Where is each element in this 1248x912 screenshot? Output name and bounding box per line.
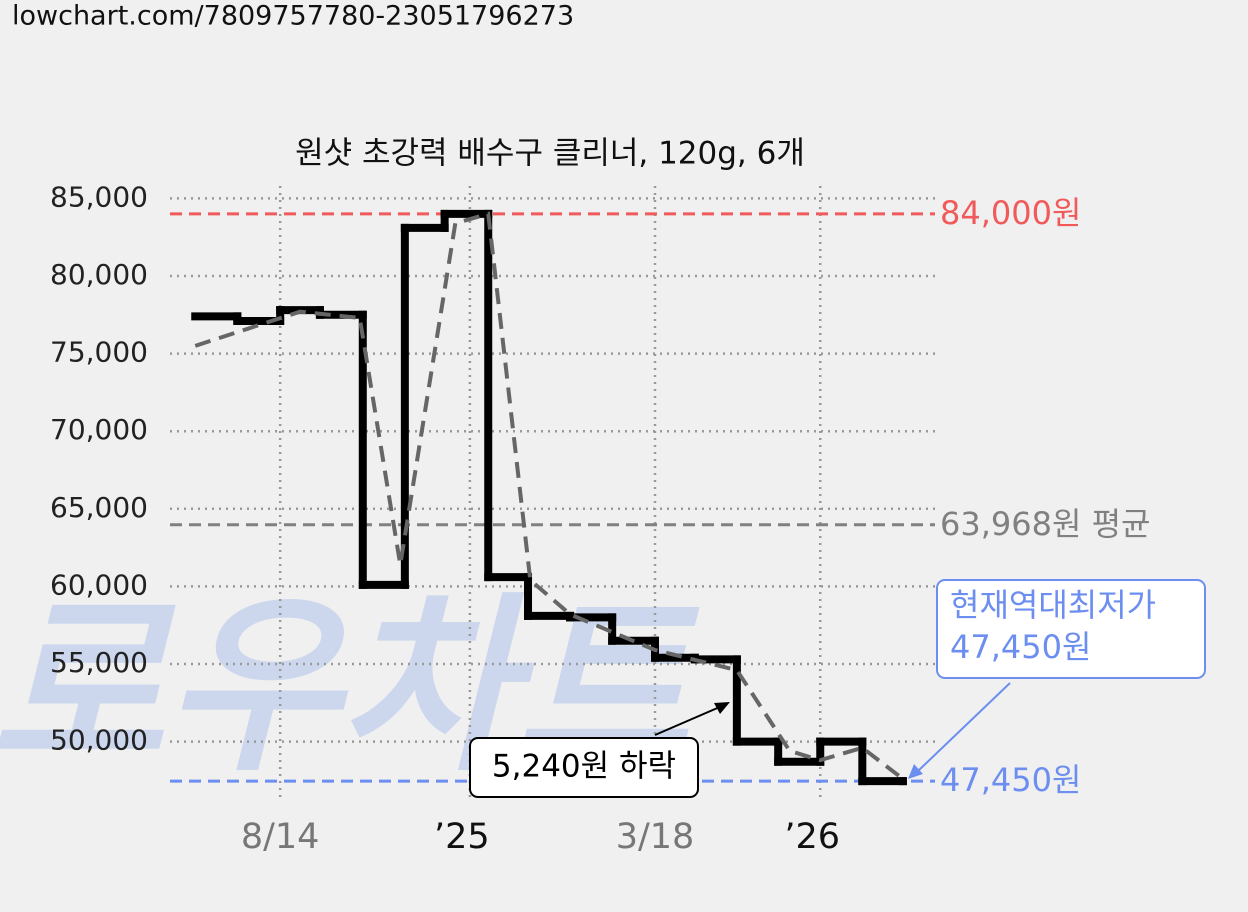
trend-line [194,211,905,781]
reference-label: 84,000원 [940,194,1081,232]
y-tick-label: 75,000 [50,336,148,369]
arrow-head [908,764,923,779]
grid: 50,000 55,000 60,000 65,000 70,000 75,000 80,0… [50,180,935,857]
x-tick-label: 8/14 [241,817,320,857]
annotation-arrow [654,705,723,736]
annotation-box [936,579,1206,679]
annotation-text: 현재역대최저가 [950,586,1156,624]
reference-label: 63,968원 평균 [940,505,1150,543]
annotation-box [469,737,699,798]
y-tick-label: 55,000 [50,646,148,679]
x-tick-label: ’25 [434,817,490,857]
y-tick-label: 60,000 [50,568,148,601]
source-url: lowchart.com/7809757780-23051796273 [12,1,574,32]
chart-title: 원샷 초강력 배수구 클리너, 120g, 6개 [295,136,805,172]
x-tick-label: ’26 [784,817,840,857]
y-tick-label: 80,000 [50,258,148,291]
annotation-arrow [917,682,1011,772]
annotation-text: 5,240원 하락 [492,749,676,785]
annotation-text: 47,450원 [950,628,1091,666]
y-tick-label: 70,000 [50,413,148,446]
y-tick-label: 65,000 [50,491,148,524]
annotations: 5,240원 하락 현재역대최저가 47,450원 [469,579,1206,798]
arrow-head [714,702,730,714]
reference-label: 47,450원 [940,761,1081,799]
x-tick-label: 3/18 [616,817,695,857]
y-tick-label: 50,000 [50,724,148,757]
y-tick-label: 85,000 [50,180,148,213]
